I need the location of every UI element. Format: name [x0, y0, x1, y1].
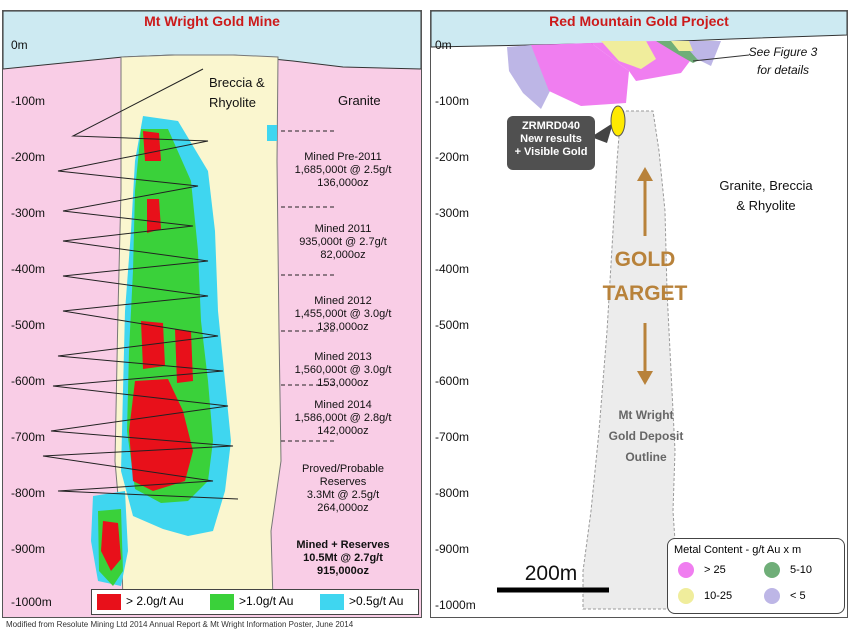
mt-wright-deposit-outline — [582, 110, 678, 610]
depth-label: -300m — [435, 206, 470, 220]
depth-label: -700m — [435, 430, 470, 444]
legend-label: >1.0g/t Au — [239, 594, 294, 608]
legend-swatch-gt-25 — [678, 562, 694, 578]
mt-wright-section-panel: Mt Wright Gold Mine 0m -100m -200m -300m… — [2, 10, 422, 618]
depth-label: -900m — [435, 542, 470, 556]
legend-swatch-cyan — [320, 594, 344, 610]
mined-2011-note: Mined 2011 935,000t @ 2.7g/t 82,000oz — [299, 223, 387, 261]
legend-label: > 25 — [704, 564, 726, 576]
legend-label: >0.5g/t Au — [349, 594, 404, 608]
granite-label: Granite — [338, 93, 381, 108]
see-figure-note: See Figure 3 for details — [748, 45, 818, 77]
left-panel-title: Mt Wright Gold Mine — [144, 13, 280, 29]
mined-2013-note: Mined 2013 1,560,000t @ 3.0g/t 153,000oz — [294, 351, 392, 389]
legend-swatch-red — [97, 594, 121, 610]
gold-target-label: GOLD TARGET — [602, 248, 688, 305]
legend-swatch-5-10 — [764, 562, 780, 578]
depth-label: -400m — [435, 262, 470, 276]
depth-label: -100m — [11, 94, 46, 108]
drill-holes — [42, 68, 239, 500]
depth-label: -600m — [435, 374, 470, 388]
red-mountain-section-drawing — [431, 11, 847, 610]
zone-lt-5 — [507, 45, 551, 109]
depth-label: -300m — [11, 206, 46, 220]
depth-label: 0m — [435, 38, 452, 52]
scale-bar-label: 200m — [524, 562, 578, 585]
depth-label: -200m — [11, 150, 46, 164]
reserves-note: Proved/Probable Reserves 3.3Mt @ 2.5g/t … — [302, 463, 384, 514]
ore-high-grade-lower — [101, 521, 121, 571]
mined-2014-note: Mined 2014 1,586,000t @ 2.8g/t 142,000oz — [294, 399, 392, 437]
mining-level-lines — [281, 130, 337, 442]
red-mountain-section-panel: Red Mountain Gold Project 0m -100m -200m… — [430, 10, 848, 618]
metal-content-legend: Metal Content - g/t Au x m > 25 5-10 10-… — [667, 538, 845, 614]
ore-high-grade — [143, 131, 161, 161]
legend-label: 5-10 — [790, 564, 813, 576]
depth-label: -800m — [435, 486, 470, 500]
legend-label: > 2.0g/t Au — [126, 594, 184, 608]
ore-high-grade — [141, 321, 165, 369]
zone-gt-25 — [531, 43, 629, 106]
depth-label: 0m — [11, 38, 28, 52]
callout-pointer — [591, 123, 613, 143]
depth-label: -1000m — [11, 595, 52, 609]
right-panel-title: Red Mountain Gold Project — [549, 13, 729, 29]
depth-label: -600m — [11, 374, 46, 388]
breccia-rhyolite-label: Breccia & Rhyolite — [209, 75, 265, 110]
legend-title: Metal Content - g/t Au x m — [674, 544, 802, 556]
source-footnote: Modified from Resolute Mining Ltd 2014 A… — [6, 620, 354, 629]
mined-2012-note: Mined 2012 1,455,000t @ 3.0g/t 138,000oz — [294, 295, 392, 333]
depth-label: -1000m — [435, 598, 476, 612]
deposit-outline-label: Mt Wright Gold Deposit Outline — [608, 408, 684, 464]
depth-label: -400m — [11, 262, 46, 276]
mined-pre-2011-note: Mined Pre-2011 1,685,000t @ 2.5g/t 136,0… — [294, 151, 392, 189]
ore-high-grade-core — [129, 379, 193, 491]
depth-label: -800m — [11, 486, 46, 500]
ore-high-grade — [175, 329, 193, 383]
zone-10-25 — [601, 41, 656, 69]
depth-label: -900m — [11, 542, 46, 556]
legend-swatch-lt-5 — [764, 588, 780, 604]
mt-wright-section-drawing — [3, 11, 421, 602]
legend-swatch-green — [210, 594, 234, 610]
depth-label: -700m — [11, 430, 46, 444]
ore-pod-small — [267, 125, 277, 141]
grade-legend: > 2.0g/t Au >1.0g/t Au >0.5g/t Au — [91, 589, 419, 615]
depth-label: -200m — [435, 150, 470, 164]
depth-label: -500m — [435, 318, 470, 332]
zrmrd040-callout: ZRMRD040 New results + Visible Gold — [507, 116, 595, 170]
granite-breccia-rhyolite-label: Granite, Breccia & Rhyolite — [719, 178, 813, 213]
legend-label: 10-25 — [704, 590, 733, 602]
depth-label: -500m — [11, 318, 46, 332]
figure-pointer-line — [692, 54, 750, 62]
ore-high-grade — [147, 199, 161, 233]
zrmrd040-intercept — [610, 105, 626, 137]
depth-label: -100m — [435, 94, 470, 108]
legend-label: < 5 — [790, 590, 806, 602]
mined-plus-reserves-total: Mined + Reserves 10.5Mt @ 2.7g/t 915,000… — [296, 539, 390, 577]
target-arrows — [637, 167, 653, 385]
legend-swatch-10-25 — [678, 588, 694, 604]
zone-10-25 — [671, 41, 693, 51]
